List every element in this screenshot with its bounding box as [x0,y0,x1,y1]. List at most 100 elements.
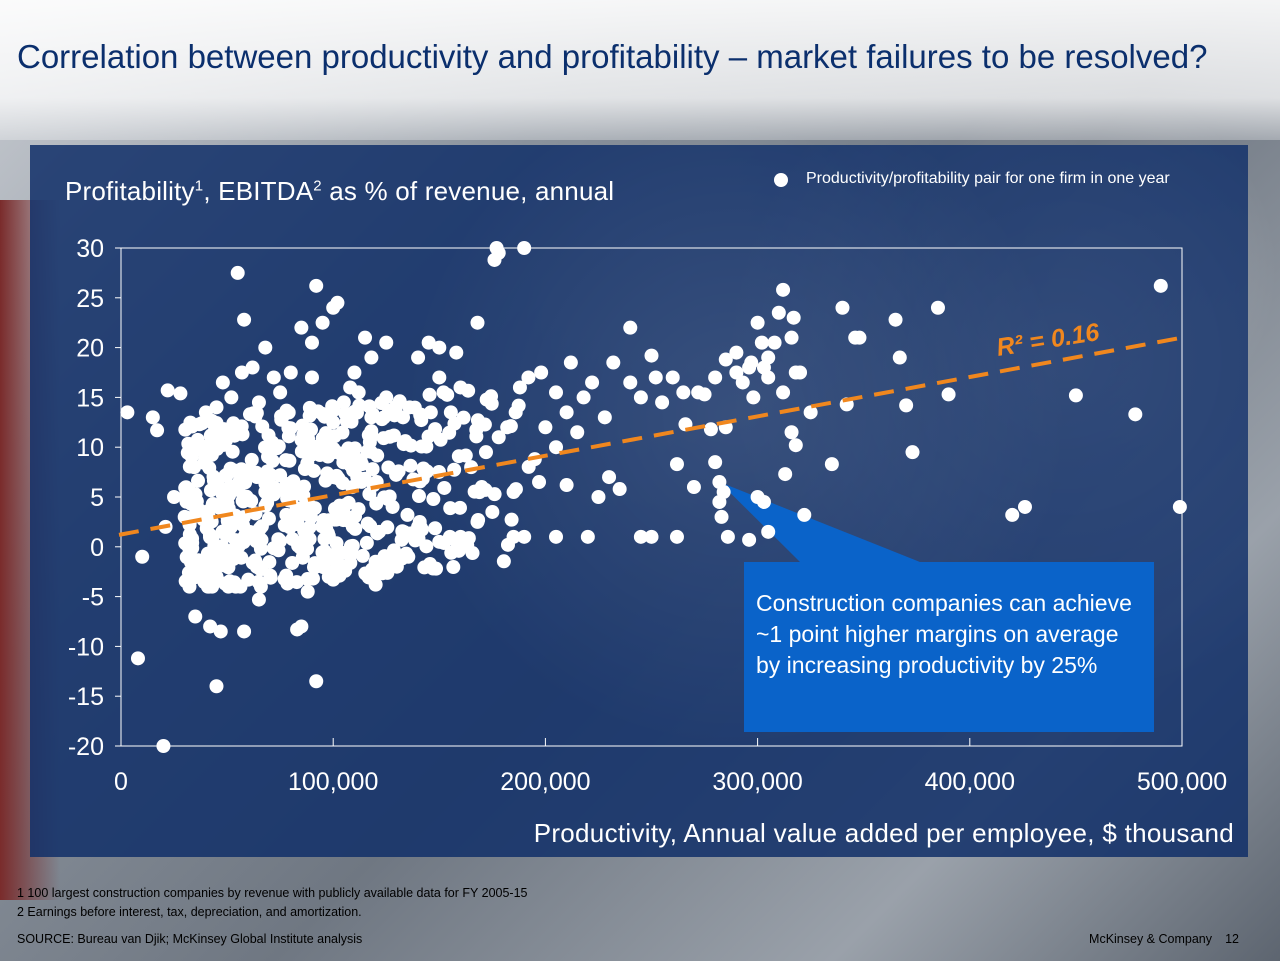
data-point [712,494,727,509]
data-point [203,619,218,634]
data-point [559,405,574,420]
data-point [361,570,376,585]
data-point [265,453,280,468]
footnote-1: 1 100 largest construction companies by … [17,886,528,900]
data-point [396,410,411,425]
data-point [376,431,391,446]
footnote-2: 2 Earnings before interest, tax, depreci… [17,905,362,919]
data-point [183,555,198,570]
data-point [892,350,907,365]
data-point [271,543,286,558]
data-point [750,315,765,330]
data-point [591,490,606,504]
data-point [263,467,278,482]
data-point [369,496,384,511]
data-point [403,438,418,453]
data-point [263,568,278,583]
data-point [644,348,659,363]
data-point [580,529,595,544]
data-point [130,651,145,666]
data-point [549,529,564,544]
data-point [293,540,308,555]
source-note: SOURCE: Bureau van Djik; McKinsey Global… [17,932,363,946]
data-point [353,453,368,468]
data-point [215,375,230,390]
data-point [255,419,270,434]
data-point [370,448,385,463]
data-point [443,405,458,420]
data-point [309,278,324,293]
data-point [317,409,332,424]
data-point [328,553,343,568]
data-point [714,509,729,524]
data-point [767,335,782,350]
page-number: 12 [1225,932,1239,946]
data-point [304,335,319,350]
data-point [534,365,549,380]
data-point [703,422,718,437]
y-tick-label: 5 [90,484,104,512]
data-point [302,408,317,423]
data-point [209,679,224,694]
data-point [341,442,356,457]
data-point [521,459,536,474]
y-tick-label: 25 [76,285,104,313]
data-point [234,365,249,380]
data-point [718,352,733,367]
slide-title: Correlation between productivity and pro… [17,38,1208,75]
data-point [467,484,482,499]
data-point [391,464,406,479]
data-point [602,470,617,485]
y-tick-label: 30 [76,235,104,263]
data-point [266,487,281,502]
y-tick-label: -5 [82,584,104,612]
data-point [204,554,219,569]
data-point [188,609,203,624]
data-point [835,300,850,315]
data-point [411,489,426,504]
data-point [289,501,304,516]
x-tick-label: 500,000 [1137,768,1227,796]
data-point [320,449,335,464]
data-point [563,355,578,370]
data-point [285,555,300,570]
data-point [226,428,241,443]
data-point [351,385,366,400]
data-point [478,445,493,460]
data-point [224,390,239,405]
data-point [304,370,319,385]
data-point [332,498,347,513]
data-point [623,320,638,335]
x-tick-label: 200,000 [500,768,590,796]
data-point [321,569,336,584]
data-point [742,532,757,547]
data-point [217,547,232,562]
data-point [205,496,220,511]
data-point [669,457,684,472]
data-point [754,335,769,350]
data-point [220,514,235,529]
data-point [273,385,288,400]
data-point [262,555,277,570]
y-tick-label: -20 [68,733,104,761]
data-point [669,529,684,544]
data-point [302,532,317,547]
data-point [742,360,757,375]
data-point [330,295,345,310]
data-point [517,529,532,544]
data-point [411,350,426,365]
data-point [399,546,414,561]
legend-label: Productivity/profitability pair for one … [806,170,1170,187]
x-tick-label: 0 [114,768,128,796]
data-point [309,439,324,454]
data-point [746,390,761,405]
data-point [230,265,245,280]
data-point [633,390,648,405]
data-point [204,447,219,462]
data-point [205,579,220,594]
data-point [361,428,376,443]
data-point [686,480,701,495]
data-point [303,503,318,518]
data-point [343,457,358,472]
